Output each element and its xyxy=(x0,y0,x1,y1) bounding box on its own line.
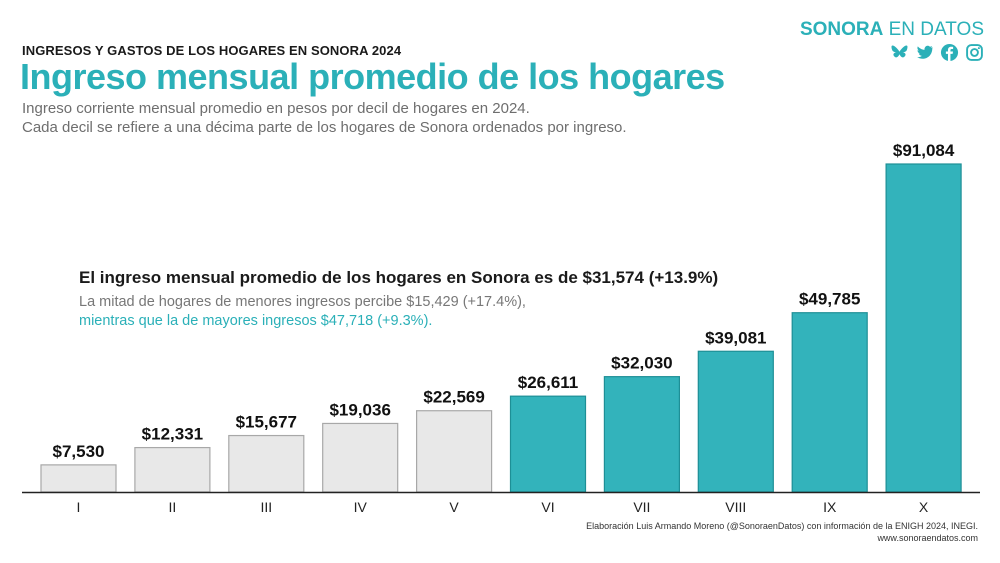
category-label-VI: VI xyxy=(541,499,554,515)
bar-IV xyxy=(322,422,399,493)
category-label-X: X xyxy=(919,499,929,515)
category-label-I: I xyxy=(77,499,81,515)
value-label-V: $22,569 xyxy=(423,388,484,407)
bar-VI xyxy=(509,395,587,493)
chart-title: Ingreso mensual promedio de los hogares xyxy=(20,56,725,97)
bar-III xyxy=(228,434,305,493)
value-label-VI: $26,611 xyxy=(518,373,579,392)
bluesky-icon[interactable] xyxy=(890,43,909,62)
value-label-IV: $19,036 xyxy=(329,400,390,419)
bar-IX xyxy=(791,312,868,493)
annotation-line-1: La mitad de hogares de menores ingresos … xyxy=(79,294,526,310)
value-label-III: $15,677 xyxy=(236,413,297,432)
bar-I xyxy=(40,464,117,493)
value-label-IX: $49,785 xyxy=(799,290,860,309)
value-label-I: $7,530 xyxy=(53,442,105,461)
credit-text: Elaboración Luis Armando Moreno (@Sonora… xyxy=(586,521,978,531)
category-label-II: II xyxy=(169,499,177,515)
footer-credit: Elaboración Luis Armando Moreno (@Sonora… xyxy=(586,520,978,544)
category-label-III: III xyxy=(260,499,272,515)
bar-VII xyxy=(603,376,681,493)
category-label-IV: IV xyxy=(354,499,368,515)
category-label-VII: VII xyxy=(633,499,650,515)
brand-part-2: EN DATOS xyxy=(883,19,984,40)
brand-logo: SONORA EN DATOS xyxy=(800,19,984,41)
annotation-line-2: mientras que la de mayores ingresos $47,… xyxy=(79,313,433,329)
instagram-icon[interactable] xyxy=(965,43,984,62)
bar-V xyxy=(416,410,493,493)
subtitle-line-1: Ingreso corriente mensual promedio en pe… xyxy=(22,100,530,117)
bars-layer xyxy=(40,163,962,493)
subtitle-line-2: Cada decil se refiere a una décima parte… xyxy=(22,119,627,136)
social-icons xyxy=(890,43,984,62)
value-label-VIII: $39,081 xyxy=(705,328,766,347)
chart-subtitle: Ingreso corriente mensual promedio en pe… xyxy=(22,99,627,137)
credit-url: www.sonoraendatos.com xyxy=(877,533,978,543)
chart-kicker: INGRESOS Y GASTOS DE LOS HOGARES EN SONO… xyxy=(22,43,402,58)
bar-X xyxy=(885,163,962,493)
facebook-icon[interactable] xyxy=(940,43,959,62)
category-label-IX: IX xyxy=(823,499,837,515)
annotation-headline: El ingreso mensual promedio de los hogar… xyxy=(79,268,719,287)
value-label-X: $91,084 xyxy=(893,141,955,160)
value-label-VII: $32,030 xyxy=(611,354,672,373)
twitter-icon[interactable] xyxy=(915,43,934,62)
value-label-II: $12,331 xyxy=(142,425,203,444)
category-label-VIII: VIII xyxy=(725,499,746,515)
bar-VIII xyxy=(697,350,774,493)
brand-part-1: SONORA xyxy=(799,19,884,40)
labels-layer: $7,530 I $12,331 II $15,677 III $19,036 IV $22,5… xyxy=(53,141,955,515)
bar-II xyxy=(134,446,211,493)
category-label-V: V xyxy=(449,499,459,515)
